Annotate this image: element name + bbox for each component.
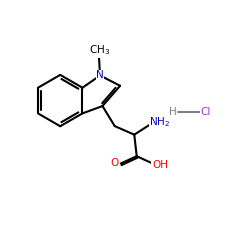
Text: N: N	[96, 70, 104, 81]
Text: NH$_2$: NH$_2$	[149, 116, 171, 129]
Text: O: O	[110, 158, 119, 168]
Text: Cl: Cl	[200, 106, 211, 117]
Text: CH$_3$: CH$_3$	[90, 44, 111, 57]
Text: H: H	[169, 106, 176, 117]
Text: OH: OH	[152, 160, 168, 170]
